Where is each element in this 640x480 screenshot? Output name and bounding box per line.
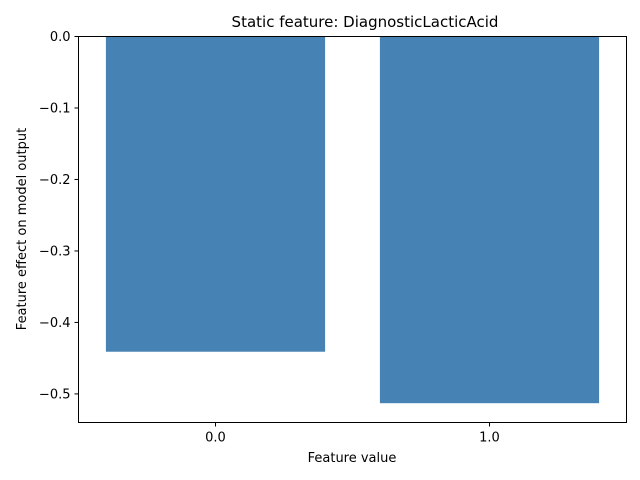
x-axis-label: Feature value: [308, 451, 397, 466]
y-axis: 0.0 −0.1 −0.2 −0.3 −0.4 −0.5: [39, 30, 79, 402]
y-tick-label-0: 0.0: [50, 30, 71, 45]
x-tick-label-1.0: 1.0: [479, 431, 500, 446]
y-axis-label: Feature effect on model output: [15, 128, 30, 330]
y-tick-label-5: −0.5: [39, 387, 71, 402]
bar-0.0: [105, 36, 326, 352]
bar-1.0: [379, 36, 600, 404]
y-tick-label-1: −0.1: [39, 101, 71, 116]
chart-title: Static feature: DiagnosticLacticAcid: [232, 13, 499, 31]
plot-frame: [78, 36, 627, 423]
x-axis: 0.0 1.0: [205, 422, 500, 446]
y-tick-label-3: −0.3: [39, 244, 71, 259]
y-tick-label-4: −0.4: [39, 316, 71, 331]
y-tick-label-2: −0.2: [39, 173, 71, 188]
bars: [105, 36, 600, 404]
x-tick-label-0.0: 0.0: [205, 431, 226, 446]
